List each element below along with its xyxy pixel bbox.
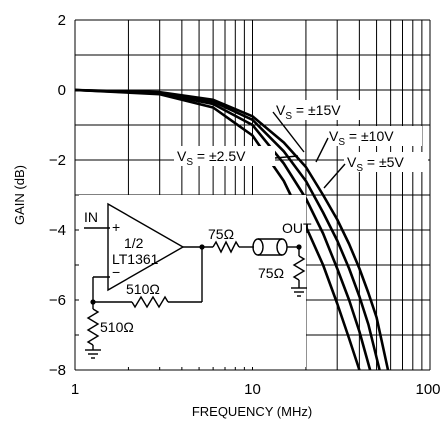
y-tick-label: −4 — [49, 222, 66, 239]
series-resistor — [212, 240, 240, 254]
x-axis-label: FREQUENCY (MHz) — [192, 404, 312, 419]
y-tick-label: 0 — [58, 82, 66, 99]
opamp-minus: − — [112, 264, 120, 280]
y-tick-label: −8 — [49, 362, 66, 379]
y-tick-label: −2 — [49, 152, 66, 169]
ground-resistor-label: 510Ω — [100, 319, 134, 335]
y-tick-label: 2 — [58, 12, 66, 29]
x-tick-label: 1 — [71, 381, 79, 398]
input-label: IN — [84, 209, 98, 225]
annotation-leaders — [272, 111, 346, 189]
opamp-name: LT1361 — [112, 251, 159, 267]
load-resistor — [292, 255, 306, 281]
gain-curve-series — [74, 88, 390, 371]
x-tick-label: 100 — [415, 381, 440, 398]
opamp-symbol — [107, 202, 185, 292]
svg-text:VS = ±2.5V: VS = ±2.5V — [177, 148, 246, 168]
ground-resistor — [86, 308, 100, 346]
schematic-background — [79, 195, 306, 367]
annotation-vs-10v: VS = ±10V — [326, 126, 422, 148]
feedback-resistor-label: 510Ω — [126, 281, 160, 297]
gain-curve-series — [74, 88, 381, 371]
opamp-plus: + — [112, 219, 120, 235]
inset-schematic: IN + − 1/2 LT1361 510Ω 510Ω 75Ω OUT — [79, 195, 312, 367]
opamp-fraction: 1/2 — [124, 235, 144, 251]
annotation-vs-2-5v: VS = ±2.5V — [174, 146, 275, 168]
annotation-vs-15v: VS = ±15V — [273, 100, 369, 122]
y-axis-label: GAIN (dB) — [12, 165, 27, 225]
svg-text:VS = ±10V: VS = ±10V — [329, 128, 394, 148]
x-tick-label: 10 — [244, 381, 261, 398]
annotation-vs-5v: VS = ±5V — [344, 152, 428, 174]
series-resistor-label: 75Ω — [208, 226, 234, 242]
svg-text:VS = ±15V: VS = ±15V — [276, 102, 341, 122]
svg-text:VS = ±5V: VS = ±5V — [347, 154, 404, 174]
coax-cable — [258, 238, 282, 256]
y-tick-label: −6 — [49, 292, 66, 309]
feedback-resistor — [131, 295, 169, 309]
load-resistor-label: 75Ω — [258, 265, 284, 281]
output-label: OUT — [282, 220, 312, 236]
